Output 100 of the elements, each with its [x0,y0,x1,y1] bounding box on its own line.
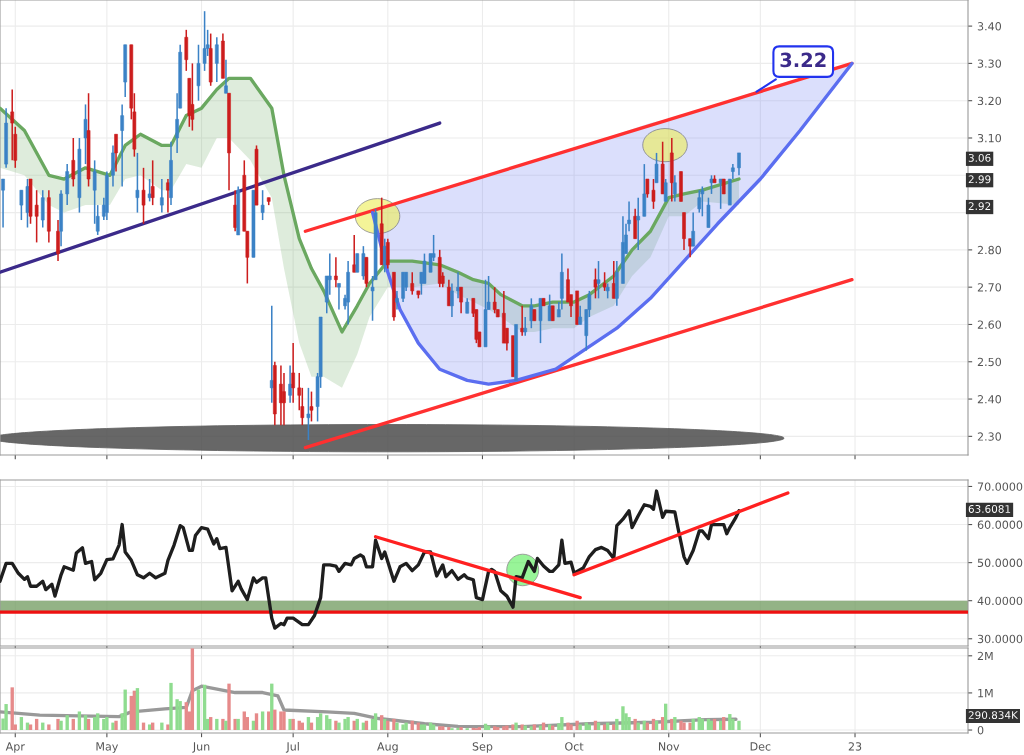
bar [493,726,497,731]
candlestick [1,178,5,229]
x-tick-label: Sep [472,742,493,753]
candlestick [279,364,283,426]
candlestick [355,252,360,274]
candlestick [83,103,88,165]
y-tick-label: 70.0000 [977,482,1023,491]
candlestick [40,189,45,229]
candlestick [633,208,637,240]
x-tick-label: Jun [192,742,210,753]
candlestick [150,159,155,206]
y-tick-label: 40.0000 [977,596,1023,606]
bar [254,713,259,731]
bar [505,725,509,731]
y-tick-label: 3.30 [977,59,1002,68]
text: 2.92 [968,202,991,211]
candlestick [147,178,152,203]
candlestick [224,58,228,95]
candlestick [334,256,338,288]
bar [737,720,741,731]
bar [260,711,265,731]
candlestick [361,245,366,281]
bar [147,724,152,731]
candlestick [386,237,390,270]
candlestick [309,390,314,423]
candlestick [166,178,170,214]
bar [279,711,283,731]
y-tick-label: 2.40 [977,395,1002,404]
bar [392,718,396,731]
candlestick [523,316,528,337]
bar [282,711,286,731]
candlestick [288,364,292,404]
bar [682,722,686,731]
candlestick [700,185,705,218]
candlestick [602,271,607,292]
bar [578,724,582,731]
y-tick-label: 2M [977,651,993,661]
bar [77,711,82,731]
bar [422,724,427,731]
candlestick [306,387,311,441]
y-tick-label: 2.60 [977,320,1002,329]
bar [587,724,592,731]
candlestick [593,267,598,300]
candlestick [135,152,140,214]
y-tick-label: 1M [978,689,993,698]
bar [621,706,625,731]
candlestick [578,305,582,326]
bar [438,726,442,731]
candlestick [691,211,695,247]
candlestick [291,342,295,404]
x-tick-label: May [96,742,119,753]
bar [691,718,695,731]
candlestick [663,178,668,203]
bar [273,709,277,731]
bar [166,724,170,731]
y-tick-label: 30.0000 [977,634,1023,644]
bar [575,720,579,731]
bar [10,687,14,731]
candlestick [184,29,189,72]
bar [242,711,246,731]
y-tick-label: 3.40 [977,22,1002,31]
bar [190,648,195,731]
y-tick-label: 2.80 [977,245,1002,255]
bar [47,724,51,731]
x-tick-label: Apr [5,742,25,753]
candlestick [688,237,692,259]
y-tick-label: 2.30 [977,432,1002,441]
bar [404,722,408,731]
candlestick [352,234,357,274]
bar [602,724,607,731]
candlestick [737,152,741,177]
y-tick-label: 0 [977,726,984,735]
x-tick-label: 23 [848,742,862,751]
candlestick [19,189,24,221]
candlestick [10,88,15,162]
bar [731,718,735,731]
candlestick [673,174,677,203]
bar [267,711,271,731]
candlestick [337,282,341,311]
x-tick-label: Aug [377,742,398,753]
candlestick [56,219,60,262]
bar [496,727,500,731]
bar [373,713,378,731]
candlestick [706,196,711,229]
x-tick-label: Dec [750,742,771,751]
candlestick [642,163,647,218]
candlestick [269,305,274,404]
text: 2.99 [968,175,991,184]
bar [395,722,399,731]
candlestick [120,103,124,188]
x-tick-label: Oct [565,742,584,751]
bar [627,717,631,731]
candlestick [520,305,524,337]
text: 63.6081 [968,505,1011,513]
bar [612,724,616,731]
candlestick [627,200,631,232]
bar [96,713,100,731]
bar [502,726,506,731]
y-tick-label: 3.10 [977,133,1002,143]
candlestick [566,267,570,303]
